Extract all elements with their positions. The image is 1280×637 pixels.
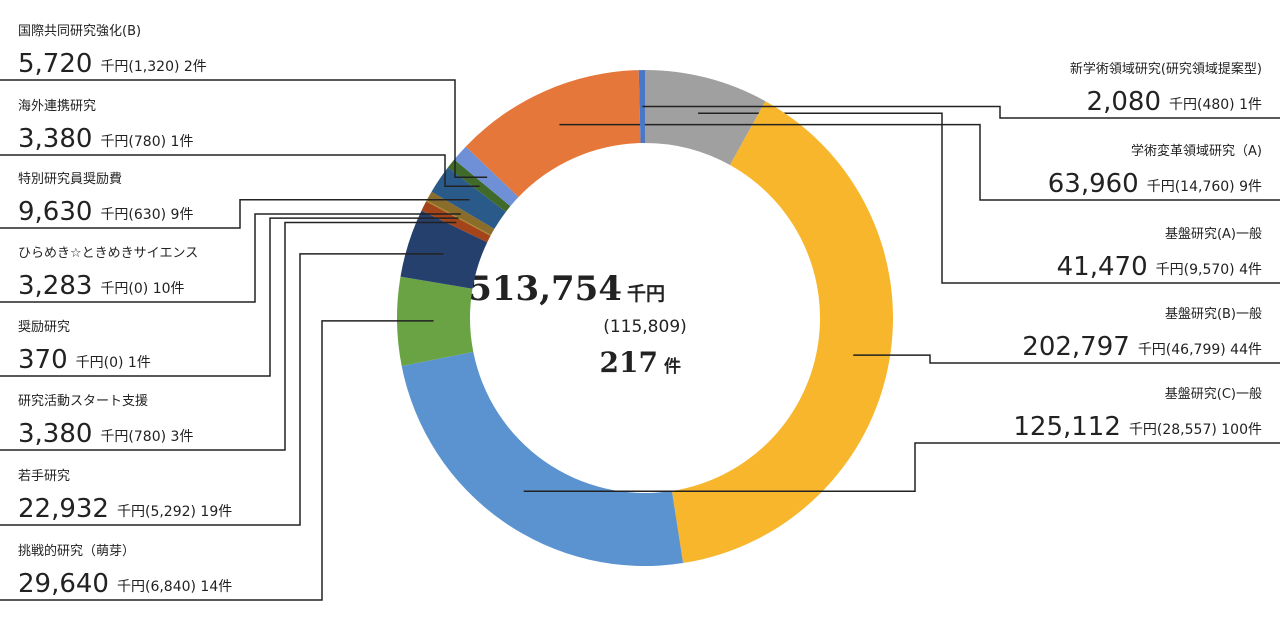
donut-slice xyxy=(454,146,519,207)
leader-line xyxy=(642,105,1280,119)
label-name: 若手研究 xyxy=(18,468,70,484)
donut-slice xyxy=(397,276,474,367)
label-value: 125,112 xyxy=(1013,412,1121,442)
donut-slice xyxy=(431,167,506,229)
label-name: 基盤研究(A)一般 xyxy=(1165,226,1262,242)
label-name: ひらめき☆ときめきサイエンス xyxy=(18,246,198,261)
donut-slice xyxy=(645,70,766,166)
label-value: 5,720 xyxy=(18,49,92,79)
label-detail: 千円(6,840) 14件 xyxy=(117,579,232,595)
label-value: 3,283 xyxy=(18,271,92,301)
leader-line xyxy=(0,79,488,178)
label-value: 63,960 xyxy=(1048,169,1139,199)
label-detail: 千円(28,557) 100件 xyxy=(1129,422,1262,438)
label-detail: 千円(780) 3件 xyxy=(100,429,193,445)
donut-slice xyxy=(465,70,641,198)
label-value: 29,640 xyxy=(18,569,109,599)
label-value: 9,630 xyxy=(18,197,92,227)
label-detail: 千円(480) 1件 xyxy=(1169,97,1262,113)
label-name: 特別研究員奨励費 xyxy=(18,172,122,187)
label-name: 研究活動スタート支援 xyxy=(18,394,148,409)
label-name: 奨励研究 xyxy=(18,320,70,335)
label-value: 370 xyxy=(18,345,68,375)
label-detail: 千円(0) 10件 xyxy=(100,281,184,297)
leader-line xyxy=(523,442,1280,493)
leader-line xyxy=(0,253,444,526)
label-detail: 千円(630) 9件 xyxy=(100,207,193,223)
leader-line xyxy=(0,221,457,451)
label-value: 41,470 xyxy=(1057,252,1148,282)
label-value: 3,380 xyxy=(18,419,92,449)
leader-line xyxy=(853,354,1280,364)
label-value: 2,080 xyxy=(1087,87,1161,117)
donut-slice xyxy=(400,210,488,289)
label-value: 22,932 xyxy=(18,494,109,524)
center-total: 513,754 xyxy=(468,269,622,309)
leader-line xyxy=(0,199,470,229)
label-value: 202,797 xyxy=(1022,332,1130,362)
label-detail: 千円(5,292) 19件 xyxy=(117,504,232,520)
label-detail: 千円(780) 1件 xyxy=(100,134,193,150)
label-name: 国際共同研究強化(B) xyxy=(18,24,141,39)
leader-line xyxy=(559,123,1280,201)
label-detail: 千円(9,570) 4件 xyxy=(1156,262,1262,278)
center-count-unit: 件 xyxy=(664,356,681,377)
label-name: 新学術領域研究(研究領域提案型) xyxy=(1070,61,1262,77)
label-detail: 千円(0) 1件 xyxy=(76,355,151,371)
center-indirect: (115,809) xyxy=(603,317,687,337)
leader-line xyxy=(0,213,461,303)
label-name: 基盤研究(B)一般 xyxy=(1165,306,1262,322)
label-name: 基盤研究(C)一般 xyxy=(1165,386,1262,402)
label-detail: 千円(46,799) 44件 xyxy=(1138,342,1262,358)
leader-line xyxy=(0,154,480,187)
leader-line xyxy=(0,320,434,601)
label-name: 学術変革領域研究（A) xyxy=(1131,143,1262,159)
center-count: 217 xyxy=(600,346,658,379)
label-name: 海外連携研究 xyxy=(18,98,96,114)
leader-line xyxy=(0,217,459,377)
label-name: 挑戦的研究（萌芽） xyxy=(18,543,135,559)
donut-slice xyxy=(401,351,684,566)
donut-slice xyxy=(638,70,645,144)
center-unit: 千円 xyxy=(627,283,665,305)
label-detail: 千円(1,320) 2件 xyxy=(100,59,206,75)
label-detail: 千円(14,760) 9件 xyxy=(1147,179,1262,195)
label-value: 3,380 xyxy=(18,124,92,154)
leader-line xyxy=(698,112,1280,284)
donut-slice xyxy=(671,101,893,564)
